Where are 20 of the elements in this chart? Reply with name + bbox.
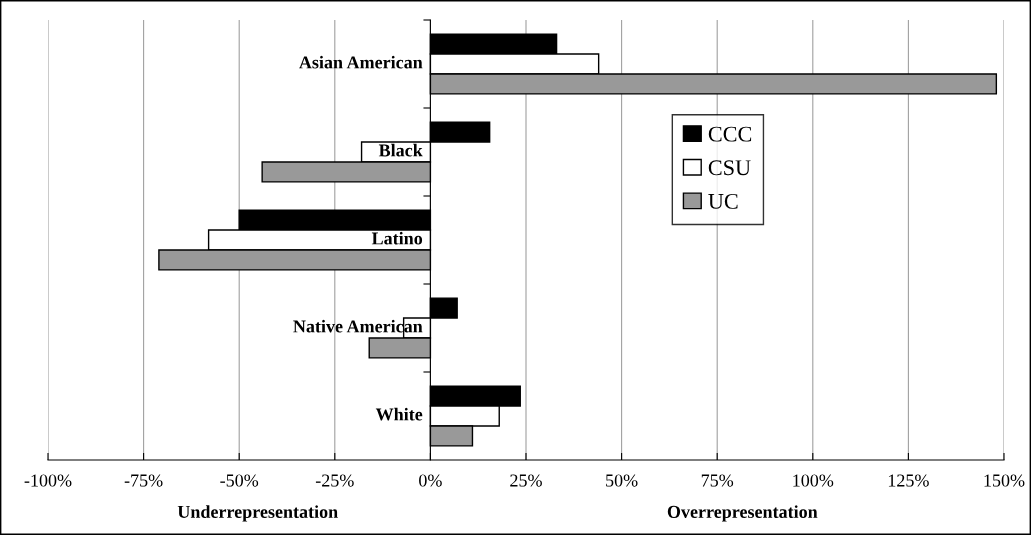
x-tick-label: 125% — [888, 474, 929, 487]
text: Overrepresentation — [667, 505, 818, 522]
x-tick-label: 50% — [606, 474, 638, 487]
y-tick-label: Black — [378, 143, 423, 157]
x-tick-label: -100% — [24, 474, 72, 487]
y-tick-label: Asian American — [299, 55, 423, 69]
x-tick-label: 100% — [793, 474, 834, 487]
x-tick-label: -75% — [124, 474, 163, 487]
x-tick-label: 150% — [984, 474, 1025, 487]
y-tick-label: Latino — [371, 231, 423, 245]
x-tick-label: 75% — [701, 474, 734, 487]
x-tick-label: -25% — [315, 474, 354, 487]
x-tick-label: 25% — [510, 474, 542, 487]
text: Underrepresentation — [177, 505, 338, 522]
x-tick-label: 0% — [419, 474, 442, 487]
legend-label: CCC — [708, 126, 752, 142]
legend-label: UC — [708, 193, 738, 209]
legend-label: CSU — [708, 160, 751, 176]
x-tick-label: -50% — [220, 474, 259, 487]
y-tick-label: White — [375, 407, 423, 421]
